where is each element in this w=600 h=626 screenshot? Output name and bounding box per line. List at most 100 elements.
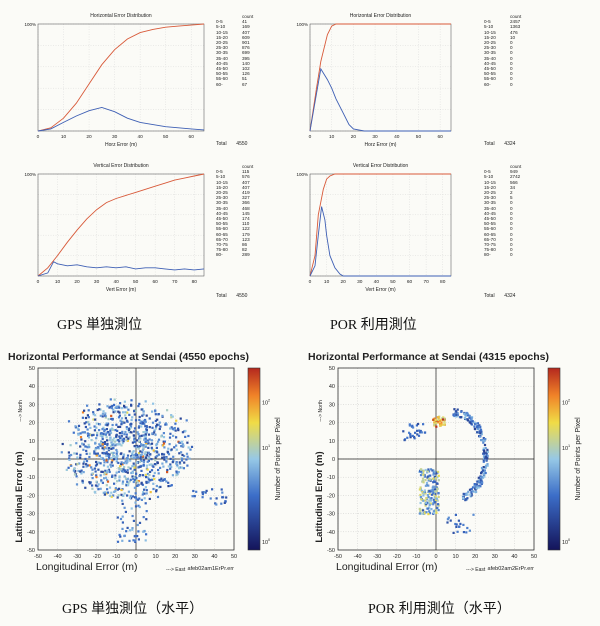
density-pixel bbox=[482, 460, 485, 463]
distribution-series-line bbox=[37, 261, 205, 277]
cumulative-series-line bbox=[309, 23, 451, 132]
density-pixel bbox=[484, 471, 487, 475]
density-pixel bbox=[106, 424, 109, 427]
table-row: 30-35 699 bbox=[216, 50, 250, 56]
density-pixel bbox=[466, 493, 469, 496]
density-pixel bbox=[88, 481, 91, 484]
density-pixel bbox=[144, 445, 147, 448]
density-pixel bbox=[480, 432, 483, 435]
density-pixel bbox=[112, 439, 115, 442]
density-pixel bbox=[125, 433, 128, 436]
density-pixel bbox=[101, 412, 104, 415]
density-pixel bbox=[84, 440, 87, 443]
density-pixel bbox=[150, 458, 153, 461]
density-pixel bbox=[126, 526, 129, 529]
file-name: afeb02am1ErPr.err bbox=[188, 566, 235, 572]
density-pixel bbox=[105, 451, 108, 454]
density-pixel bbox=[95, 437, 98, 440]
density-pixel bbox=[225, 496, 228, 499]
density-pixel bbox=[154, 419, 157, 422]
density-pixel bbox=[91, 477, 94, 480]
x-tick-label: 20 bbox=[351, 134, 357, 140]
density-pixel bbox=[106, 431, 109, 434]
density-pixel bbox=[133, 440, 137, 444]
density-pixel bbox=[107, 418, 110, 421]
density-pixel bbox=[139, 420, 142, 423]
density-pixel bbox=[175, 462, 178, 465]
table-row: 80- 0 bbox=[484, 252, 513, 258]
density-pixel bbox=[95, 426, 98, 429]
density-pixel bbox=[136, 498, 140, 501]
x-tick-label: 40 bbox=[394, 134, 400, 140]
density-pixel bbox=[149, 491, 152, 494]
density-pixel bbox=[437, 417, 440, 420]
density-pixel bbox=[132, 462, 135, 465]
density-pixel bbox=[443, 420, 446, 423]
density-pixel bbox=[137, 461, 140, 464]
distribution-series-line bbox=[309, 67, 451, 132]
density-pixel bbox=[171, 461, 174, 464]
density-pixel bbox=[84, 425, 87, 429]
density-pixel bbox=[454, 410, 457, 413]
x-tick-label: 10 bbox=[453, 554, 459, 560]
density-pixel bbox=[145, 510, 148, 513]
density-pixel bbox=[139, 454, 142, 457]
gps-scatter-caption: GPS 単独測位（水平） bbox=[62, 602, 204, 617]
x-tick-label: -10 bbox=[112, 554, 120, 560]
density-pixel bbox=[86, 404, 89, 407]
density-pixel bbox=[148, 417, 151, 420]
density-pixel bbox=[419, 501, 422, 505]
density-pixel bbox=[437, 470, 440, 473]
table-row: 15-20 10 bbox=[484, 34, 516, 40]
density-pixel bbox=[483, 443, 487, 447]
density-pixel bbox=[108, 448, 111, 451]
density-pixel bbox=[424, 484, 427, 487]
x-tick-label: -50 bbox=[34, 554, 42, 560]
density-pixel bbox=[485, 453, 488, 456]
density-pixel bbox=[103, 430, 106, 433]
density-pixel bbox=[437, 420, 440, 423]
density-pixel bbox=[101, 437, 104, 440]
density-pixel bbox=[111, 474, 114, 477]
density-pixel bbox=[422, 512, 425, 515]
density-pixel bbox=[485, 459, 488, 462]
density-pixel bbox=[156, 418, 159, 421]
density-pixel bbox=[480, 430, 483, 433]
density-pixel bbox=[144, 400, 147, 403]
density-pixel bbox=[149, 453, 152, 456]
density-pixel bbox=[121, 482, 124, 485]
chart-title: Vertical Error Distribution bbox=[353, 163, 409, 169]
density-pixel bbox=[153, 471, 156, 475]
x-tick-label: 10 bbox=[324, 279, 330, 285]
density-pixel bbox=[172, 434, 175, 437]
density-pixel bbox=[468, 416, 471, 419]
density-pixel bbox=[114, 477, 117, 480]
density-pixel bbox=[140, 408, 143, 411]
table-row: 10-15 407 bbox=[216, 179, 250, 185]
density-pixel bbox=[118, 414, 121, 417]
density-pixel bbox=[144, 473, 147, 476]
density-pixel bbox=[135, 479, 138, 482]
density-pixel bbox=[120, 444, 123, 447]
density-pixel bbox=[163, 456, 166, 459]
density-pixel bbox=[127, 427, 130, 430]
density-pixel bbox=[118, 443, 121, 446]
density-pixel bbox=[101, 470, 104, 473]
density-pixel bbox=[466, 526, 469, 530]
density-pixel bbox=[480, 482, 483, 485]
density-pixel bbox=[176, 463, 179, 466]
density-pixel bbox=[142, 421, 145, 425]
density-pixel bbox=[122, 494, 125, 497]
density-pixel bbox=[67, 420, 71, 423]
density-pixel bbox=[140, 482, 143, 485]
density-pixel bbox=[102, 434, 105, 437]
density-pixel bbox=[124, 460, 127, 463]
colorbar bbox=[547, 367, 561, 551]
density-pixel bbox=[420, 498, 423, 501]
density-pixel bbox=[142, 461, 145, 464]
density-pixel bbox=[482, 447, 485, 450]
por-vertical-total: Total 4324 bbox=[484, 293, 516, 299]
density-pixel bbox=[154, 456, 157, 459]
density-pixel bbox=[413, 435, 416, 439]
density-pixel bbox=[169, 467, 172, 470]
